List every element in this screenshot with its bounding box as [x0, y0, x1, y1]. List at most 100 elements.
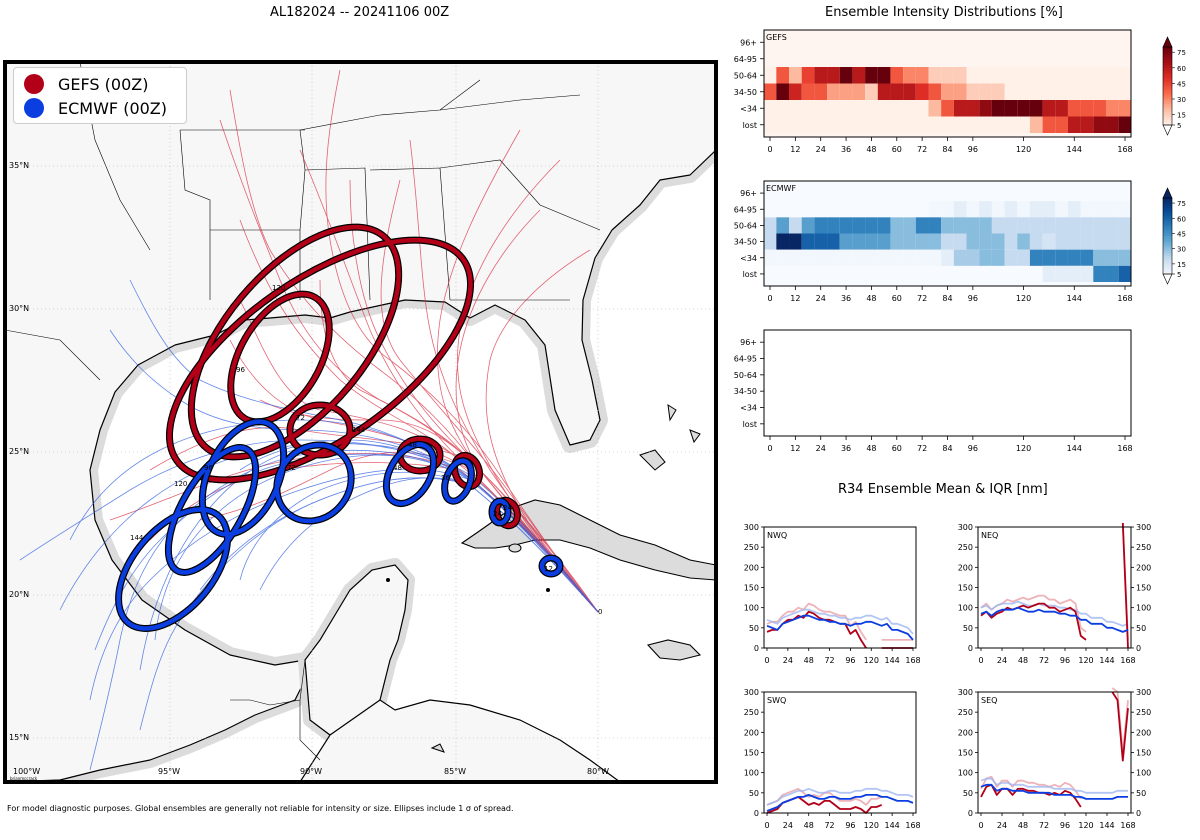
ecmwf-heatmap-cell [814, 217, 828, 234]
ecmwf-heatmap-cell [915, 233, 929, 250]
gefs-heatmap-cell [1093, 100, 1106, 117]
gefs-heatmap-cell [827, 100, 840, 117]
gefs-colorbar-label: 30 [1177, 96, 1186, 104]
ecmwf-heatmap-cell [789, 217, 802, 234]
ecmwf-heatmap-cell [915, 217, 929, 234]
ecmwf-heatmap-cell [1080, 249, 1094, 266]
gefs-heatmap-cell [877, 116, 891, 133]
gefs-heatmap-cell [1029, 100, 1043, 117]
r34-nwq-x-tick-label: 0 [764, 656, 769, 665]
gefs-label-96: 96 [236, 366, 245, 374]
r34-neq-plot-bg [978, 527, 1131, 648]
gefs-x-tick-label: 24 [816, 145, 826, 154]
gefs-heatmap-cell [1093, 83, 1106, 100]
r34-nwq-y-tick-label: 300 [744, 523, 759, 532]
gefs-colorbar-segment [1163, 93, 1172, 97]
gefs-heatmap-cell [928, 83, 942, 100]
gefs-heatmap-cell [764, 100, 777, 117]
r34-neq-y2-tick-label: 150 [1136, 584, 1151, 593]
gefs-heatmap-cell [966, 116, 980, 133]
ecmwf-heatmap-cell [941, 249, 954, 266]
ecmwf-colorbar-segment [1163, 210, 1172, 214]
lat-label-20: 20°N [9, 590, 29, 599]
r34-nwq-ecmwf-iqr-upper [766, 608, 914, 635]
gefs-heatmap-cell [1118, 83, 1131, 100]
ecmwf-heatmap-cell [1067, 265, 1081, 282]
empty-x-tick-label: 168 [1117, 444, 1132, 453]
gefs-label-72: 72 [296, 414, 305, 422]
gefs-heatmap-cell [890, 100, 904, 117]
ecmwf-colorbar-label: 60 [1177, 215, 1186, 223]
r34-nwq-x-tick-label: 72 [824, 656, 834, 665]
ecmwf-heatmap-cell [852, 249, 866, 266]
ecmwf-colorbar-segment [1163, 223, 1172, 227]
ecmwf-heatmap-cell [1029, 249, 1043, 266]
r34-nwq-x-tick-label: 24 [783, 656, 793, 665]
gefs-heatmap-cell [890, 83, 904, 100]
ecmwf-colorbar-segment [1163, 248, 1172, 252]
gefs-heatmap-cell [1080, 100, 1094, 117]
ecmwf-heatmap-cell [1118, 249, 1131, 266]
r34-nwq-x-tick-label: 120 [864, 656, 879, 665]
gefs-colorbar-segment [1163, 122, 1172, 126]
r34-swq-x-tick-label: 72 [824, 821, 834, 830]
ecmwf-colorbar-segment [1163, 233, 1172, 237]
ecmwf-heatmap-cell [814, 249, 828, 266]
ecmwf-heatmap-cell [852, 233, 866, 250]
gefs-heatmap-cell [915, 83, 929, 100]
r34-seq-y2-tick-label: 0 [1136, 809, 1141, 818]
gefs-heatmap-cell [966, 83, 980, 100]
gefs-heatmap-cell [801, 116, 815, 133]
gefs-heatmap-cell [890, 67, 904, 84]
ecmwf-colorbar-label: 75 [1177, 200, 1186, 208]
ecmwf-heatmap-cell [865, 233, 878, 250]
ecmwf-heatmap-cell [991, 217, 1005, 234]
r34-seq-panel-label: SEQ [981, 696, 997, 705]
lat-label-35: 35°N [9, 161, 29, 170]
ecmwf-ellipses [116, 419, 563, 631]
gefs-colorbar-segment [1163, 83, 1172, 87]
r34-seq-x-tick-label: 120 [1078, 821, 1093, 830]
gefs-heatmap-cell [801, 83, 815, 100]
r34-seq-x-tick-label: 144 [1099, 821, 1114, 830]
ecmwf-heatmap-cell [915, 249, 929, 266]
ecmwf-heatmap-cell [1017, 201, 1030, 218]
gefs-heatmap-cell [979, 67, 992, 84]
gefs-heatmap-cell [1105, 116, 1119, 133]
r34-nwq-y-tick-label: 150 [744, 584, 759, 593]
ecmwf-heatmap-cell [1017, 249, 1030, 266]
r34-seq-y-tick-label: 250 [958, 708, 973, 717]
gefs-x-tick-label: 96 [968, 145, 978, 154]
ecmwf-heatmap-cell [941, 233, 954, 250]
r34-nwq-y-tick-label: 0 [754, 644, 759, 653]
gefs-heatmap-cell [953, 100, 967, 117]
gefs-heatmap-cell [1055, 100, 1068, 117]
ecmwf-heatmap-cell [764, 249, 777, 266]
ecmwf-heatmap-cell [903, 233, 916, 250]
r34-swq-x-tick-label: 96 [845, 821, 855, 830]
ecmwf-colorbar-segment [1163, 200, 1172, 204]
gefs-colorbar-segment [1163, 62, 1172, 66]
gefs-colorbar-segment [1163, 70, 1172, 74]
ecmwf-heatmap-cell [877, 217, 891, 234]
ecmwf-heatmap-cell [1105, 217, 1119, 234]
gefs-x-tick-label: 168 [1117, 145, 1132, 154]
ecmwf-heatmap-cell [776, 233, 790, 250]
gefs-heatmap-cell [789, 100, 802, 117]
r34-neq-panel-label: NEQ [981, 531, 998, 540]
ecmwf-heatmap-cell [979, 201, 992, 218]
ecmwf-heatmap-cell [1118, 265, 1131, 282]
gefs-heatmap-cell [1067, 67, 1081, 84]
gefs-heatmap-cell [814, 100, 828, 117]
map-legend: GEFS (00Z) ECMWF (00Z) [13, 67, 187, 124]
r34-seq-y2-tick-label: 50 [1136, 789, 1146, 798]
r34-neq-y-tick-label: 300 [958, 523, 973, 532]
ecmwf-x-tick-label: 60 [892, 294, 902, 303]
ecmwf-row-label: 64-95 [734, 205, 757, 214]
gefs-heatmap-cell [1055, 83, 1068, 100]
gefs-label-120: 120 [272, 284, 285, 292]
ecmwf-x-tick-label: 168 [1117, 294, 1132, 303]
gefs-colorbar-segment [1163, 99, 1172, 103]
r34-nwq-y-tick-label: 250 [744, 543, 759, 552]
ecmwf-row-label: 50-64 [734, 221, 757, 230]
